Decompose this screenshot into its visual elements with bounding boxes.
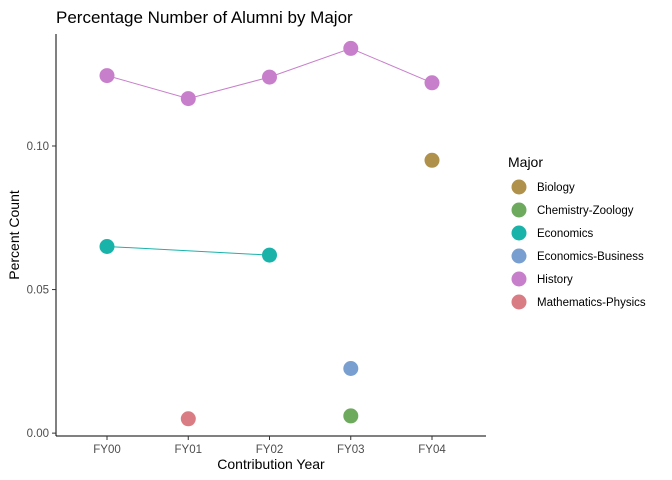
x-tick-label: FY00 bbox=[93, 444, 121, 456]
legend-key-economics bbox=[511, 225, 527, 241]
y-tick-label: 0.05 bbox=[27, 285, 49, 297]
legend-label-biology: Biology bbox=[537, 182, 575, 194]
point-history-fy03 bbox=[343, 40, 359, 56]
legend-label-economics: Economics bbox=[537, 228, 593, 240]
y-tick-label: 0.10 bbox=[27, 141, 49, 153]
point-chemistry-zoology-fy03 bbox=[343, 408, 359, 424]
point-mathematics-physics-fy01 bbox=[180, 411, 196, 427]
legend-label-history: History bbox=[537, 274, 573, 286]
x-tick-label: FY04 bbox=[418, 444, 446, 456]
point-history-fy00 bbox=[99, 68, 115, 84]
point-history-fy02 bbox=[262, 69, 277, 85]
y-axis-title: Percent Count bbox=[6, 190, 22, 280]
legend-label-economics-business: Economics-Business bbox=[537, 251, 644, 263]
legend-key-economics-business bbox=[511, 248, 527, 264]
legend-key-mathematics-physics bbox=[511, 294, 527, 310]
point-economics-fy02 bbox=[262, 247, 277, 263]
x-tick-label: FY01 bbox=[175, 444, 203, 456]
chart-title: Percentage Number of Alumni by Major bbox=[56, 8, 353, 27]
y-tick-label: 0.00 bbox=[27, 428, 49, 440]
point-history-fy01 bbox=[180, 91, 196, 107]
point-economics-fy00 bbox=[99, 239, 115, 254]
x-axis-title: Contribution Year bbox=[217, 456, 325, 472]
point-biology-fy04 bbox=[424, 152, 440, 168]
plot-area bbox=[99, 40, 440, 427]
legend-label-chemistry-zoology: Chemistry-Zoology bbox=[537, 205, 634, 217]
series-line-economics bbox=[106, 246, 270, 256]
legend-key-biology bbox=[511, 179, 527, 195]
x-tick-label: FY03 bbox=[337, 444, 365, 456]
legend: Major Biology Chemistry-Zoology Economics E… bbox=[508, 154, 646, 310]
legend-key-chemistry-zoology bbox=[511, 202, 527, 218]
legend-label-mathematics-physics: Mathematics-Physics bbox=[537, 297, 646, 309]
x-tick-label: FY02 bbox=[256, 444, 284, 456]
legend-title: Major bbox=[508, 154, 543, 170]
point-history-fy04 bbox=[424, 75, 440, 91]
legend-key-history bbox=[511, 271, 527, 287]
axes: 0.00 0.05 0.10 FY00 FY01 FY02 FY03 FY04 bbox=[27, 141, 447, 456]
point-economics-business-fy03 bbox=[343, 361, 359, 376]
